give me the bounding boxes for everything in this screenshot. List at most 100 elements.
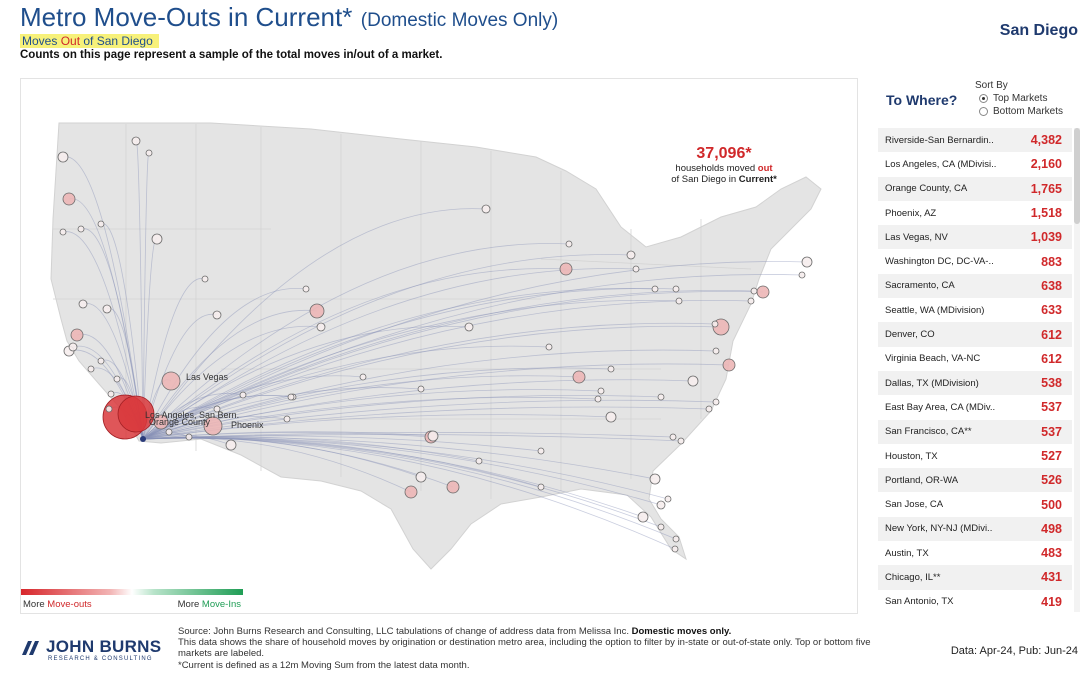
- destination-bubble[interactable]: [632, 265, 640, 273]
- destination-bubble[interactable]: [212, 310, 222, 320]
- destination-bubble[interactable]: [203, 416, 223, 436]
- destination-bubble[interactable]: [637, 511, 649, 523]
- destination-row[interactable]: East Bay Area, CA (MDiv.. 537: [878, 395, 1072, 419]
- destination-bubble[interactable]: [153, 414, 169, 430]
- destination-row[interactable]: New York, NY-NJ (MDivi.. 498: [878, 516, 1072, 542]
- destination-bubble[interactable]: [77, 225, 85, 233]
- destination-bubble[interactable]: [750, 287, 758, 295]
- destination-bubble[interactable]: [62, 192, 76, 206]
- sort-option-bottom[interactable]: Bottom Markets: [979, 106, 1063, 117]
- destination-row[interactable]: Sacramento, CA 638: [878, 273, 1072, 299]
- destination-bubble[interactable]: [537, 447, 545, 455]
- destination-row[interactable]: Riverside-San Bernardin.. 4,382: [878, 128, 1072, 153]
- radio-selected-icon[interactable]: [979, 94, 988, 103]
- destination-bubble[interactable]: [597, 387, 605, 395]
- destination-bubble[interactable]: [113, 375, 121, 383]
- destination-bubble[interactable]: [287, 393, 295, 401]
- destination-bubble[interactable]: [671, 545, 679, 553]
- destination-bubble[interactable]: [201, 275, 209, 283]
- destination-bubble[interactable]: [559, 262, 573, 276]
- destination-bubble[interactable]: [722, 358, 736, 372]
- destination-bubble[interactable]: [705, 405, 713, 413]
- destination-bubble[interactable]: [359, 373, 367, 381]
- destination-row[interactable]: Phoenix, AZ 1,518: [878, 201, 1072, 225]
- radio-unselected-icon[interactable]: [979, 107, 988, 116]
- destination-bubble[interactable]: [626, 250, 636, 260]
- destination-bubble[interactable]: [657, 393, 665, 401]
- destination-bubble[interactable]: [664, 495, 672, 503]
- destination-bubble[interactable]: [68, 342, 78, 352]
- destination-bubble[interactable]: [565, 240, 573, 248]
- destination-bubble[interactable]: [239, 391, 247, 399]
- destination-row[interactable]: San Jose, CA 500: [878, 492, 1072, 516]
- destination-bubble[interactable]: [651, 285, 659, 293]
- destination-row[interactable]: Washington DC, DC-VA-.. 883: [878, 249, 1072, 273]
- destination-bubble[interactable]: [225, 439, 237, 451]
- destination-bubble[interactable]: [283, 415, 291, 423]
- destination-row[interactable]: Austin, TX 483: [878, 541, 1072, 565]
- destination-bubble[interactable]: [59, 228, 67, 236]
- destination-bubble[interactable]: [677, 437, 685, 445]
- destination-bubble[interactable]: [675, 297, 683, 305]
- destination-bubble[interactable]: [464, 322, 474, 332]
- destination-bubble[interactable]: [165, 428, 173, 436]
- destination-bubble[interactable]: [712, 347, 720, 355]
- destination-row[interactable]: Virginia Beach, VA-NC 612: [878, 347, 1072, 371]
- destination-bubble[interactable]: [87, 365, 95, 373]
- destination-bubble[interactable]: [711, 320, 719, 328]
- destination-bubble[interactable]: [117, 395, 155, 433]
- list-scrollbar[interactable]: [1074, 128, 1080, 612]
- destination-bubble[interactable]: [747, 297, 755, 305]
- destination-bubble[interactable]: [481, 204, 491, 214]
- destination-bubble[interactable]: [309, 303, 325, 319]
- destination-row[interactable]: Chicago, IL** 431: [878, 565, 1072, 590]
- destination-row[interactable]: Seattle, WA (MDivision) 633: [878, 298, 1072, 322]
- destination-bubble[interactable]: [102, 304, 112, 314]
- destination-bubble[interactable]: [185, 433, 193, 441]
- destination-bubble[interactable]: [545, 343, 553, 351]
- destination-bubble[interactable]: [97, 220, 105, 228]
- destination-bubble[interactable]: [669, 433, 677, 441]
- destination-bubble[interactable]: [404, 485, 418, 499]
- destination-row[interactable]: San Francisco, CA** 537: [878, 419, 1072, 444]
- destination-bubble[interactable]: [656, 500, 666, 510]
- destination-bubble[interactable]: [107, 390, 115, 398]
- destination-bubble[interactable]: [161, 371, 181, 391]
- sort-option-top[interactable]: Top Markets: [979, 93, 1063, 104]
- destination-bubble[interactable]: [756, 285, 770, 299]
- destination-bubble[interactable]: [672, 285, 680, 293]
- destination-bubble[interactable]: [649, 473, 661, 485]
- destination-bubble[interactable]: [131, 136, 141, 146]
- scrollbar-thumb[interactable]: [1074, 128, 1080, 224]
- destination-row[interactable]: San Antonio, TX 419: [878, 590, 1072, 614]
- destination-bubble[interactable]: [417, 385, 425, 393]
- destination-bubble[interactable]: [415, 471, 427, 483]
- destination-bubble[interactable]: [475, 457, 483, 465]
- destination-bubble[interactable]: [798, 271, 806, 279]
- destination-bubble[interactable]: [427, 430, 439, 442]
- destination-bubble[interactable]: [316, 322, 326, 332]
- destination-bubble[interactable]: [57, 151, 69, 163]
- destination-row[interactable]: Las Vegas, NV 1,039: [878, 225, 1072, 250]
- destination-bubble[interactable]: [151, 233, 163, 245]
- destination-bubble[interactable]: [801, 256, 813, 268]
- destination-bubble[interactable]: [70, 328, 84, 342]
- destination-row[interactable]: Portland, OR-WA 526: [878, 468, 1072, 493]
- destination-bubble[interactable]: [672, 535, 680, 543]
- destination-bubble[interactable]: [302, 285, 310, 293]
- destination-bubble[interactable]: [594, 395, 602, 403]
- destination-row[interactable]: Orange County, CA 1,765: [878, 176, 1072, 201]
- destination-bubble[interactable]: [105, 405, 113, 413]
- destination-bubble[interactable]: [687, 375, 699, 387]
- destination-bubble[interactable]: [446, 480, 460, 494]
- destination-bubble[interactable]: [537, 483, 545, 491]
- destination-bubble[interactable]: [572, 370, 586, 384]
- destination-bubble[interactable]: [712, 398, 720, 406]
- destination-bubble[interactable]: [145, 149, 153, 157]
- destination-row[interactable]: Dallas, TX (MDivision) 538: [878, 370, 1072, 396]
- destination-bubble[interactable]: [607, 365, 615, 373]
- destination-bubble[interactable]: [657, 523, 665, 531]
- destination-bubble[interactable]: [78, 299, 88, 309]
- destination-bubble[interactable]: [605, 411, 617, 423]
- destination-row[interactable]: Houston, TX 527: [878, 444, 1072, 468]
